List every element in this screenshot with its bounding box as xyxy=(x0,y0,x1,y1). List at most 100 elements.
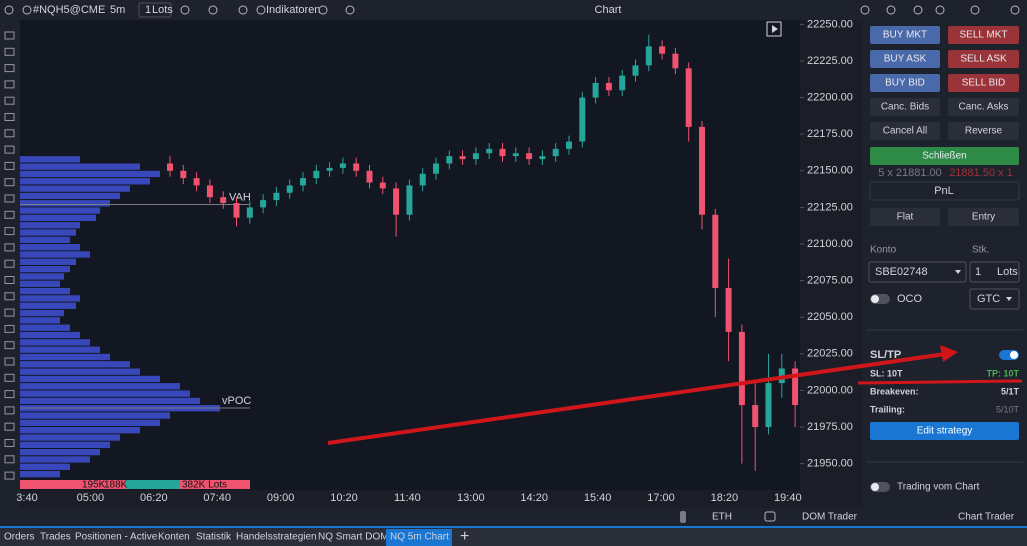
tool-icon[interactable] xyxy=(4,64,15,73)
button[interactable] xyxy=(870,208,940,226)
tool-icon[interactable] xyxy=(4,210,15,219)
pnl: PnL xyxy=(934,185,954,197)
qty: 1 xyxy=(975,266,981,278)
tool-icon[interactable] xyxy=(4,292,15,301)
tool-icon[interactable] xyxy=(4,455,15,464)
tool-icon[interactable] xyxy=(4,390,15,399)
tool-icon[interactable] xyxy=(4,80,15,89)
toolbar-icon[interactable] xyxy=(345,5,355,15)
qty-box[interactable] xyxy=(969,261,1020,283)
candle-body xyxy=(699,126,705,215)
top-toolbar xyxy=(0,0,1027,20)
toolbar-icon[interactable] xyxy=(860,5,870,15)
scroll-button[interactable] xyxy=(766,21,782,37)
x-tick-label: 18:20 xyxy=(711,492,739,504)
tool-icon[interactable] xyxy=(4,439,15,447)
tool-icon[interactable] xyxy=(4,161,15,170)
tool-icon[interactable] xyxy=(4,113,15,121)
x-tick-label: 19:40 xyxy=(774,492,802,504)
edit-button[interactable] xyxy=(870,422,1019,440)
tab[interactable]: Handelsstrategien xyxy=(236,532,317,543)
tool-icon[interactable] xyxy=(4,406,15,415)
sell-button[interactable] xyxy=(948,74,1019,92)
candle-body xyxy=(353,163,360,171)
tool-icon[interactable] xyxy=(4,422,15,431)
toolbar-icon[interactable] xyxy=(256,5,266,15)
button[interactable] xyxy=(870,98,940,116)
y-tick-label: 22050.00 xyxy=(807,311,853,323)
tool-icon[interactable] xyxy=(4,357,15,366)
tool-icon[interactable] xyxy=(4,324,15,333)
toolbar-icon[interactable] xyxy=(208,5,218,15)
profile-bar xyxy=(20,222,80,229)
tool-icon[interactable] xyxy=(4,341,15,350)
candle-body xyxy=(738,331,745,406)
toolbar-icon[interactable] xyxy=(913,5,923,15)
tab[interactable]: Trades xyxy=(40,532,71,543)
tool-icon[interactable] xyxy=(4,145,15,154)
tab[interactable]: Statistik xyxy=(196,532,232,543)
underline xyxy=(857,379,1023,385)
tool-icon[interactable] xyxy=(4,259,15,268)
profile-bar xyxy=(20,375,160,383)
buy-button[interactable] xyxy=(870,50,940,68)
tool-icon[interactable] xyxy=(4,243,15,252)
profile-bar xyxy=(20,368,140,375)
tool-icon[interactable] xyxy=(4,178,15,187)
y-tick-label: 22075.00 xyxy=(807,275,853,287)
tool-icon[interactable] xyxy=(4,96,15,105)
candle-body xyxy=(685,68,692,127)
close-button[interactable] xyxy=(870,147,1019,165)
tool-icon[interactable] xyxy=(4,129,15,138)
arrow-line xyxy=(327,352,946,445)
toolbar-icon[interactable] xyxy=(22,5,32,15)
tool-icon[interactable] xyxy=(4,276,15,284)
buy-button[interactable] xyxy=(870,26,940,44)
tab[interactable]: NQ 5m Chart xyxy=(390,532,449,543)
profile-bar xyxy=(20,170,160,178)
toolbar-icon[interactable] xyxy=(886,5,896,15)
toolbar-icon[interactable] xyxy=(180,5,190,15)
tool-icon[interactable] xyxy=(4,373,15,382)
buy-button[interactable] xyxy=(870,74,940,92)
tool-icon[interactable] xyxy=(4,227,15,236)
toolbar-icon[interactable] xyxy=(238,5,248,15)
button[interactable] xyxy=(948,208,1019,226)
button[interactable] xyxy=(948,122,1019,140)
calendar-icon[interactable] xyxy=(764,511,776,522)
toolbar-icon[interactable] xyxy=(935,5,945,15)
x-tick-label: 05:00 xyxy=(77,492,105,504)
tab[interactable]: Konten xyxy=(158,532,190,543)
tool-icon[interactable] xyxy=(4,47,15,56)
sell-button[interactable] xyxy=(948,50,1019,68)
active-tab[interactable] xyxy=(386,529,452,546)
y-tick-label: 22125.00 xyxy=(807,201,853,213)
candle-body xyxy=(246,207,253,218)
tool-icon[interactable] xyxy=(4,194,15,203)
toolbar-icon[interactable] xyxy=(970,5,980,15)
add-tab[interactable]: + xyxy=(460,528,469,545)
sell-button[interactable] xyxy=(948,26,1019,44)
x-tick-label: 3:40 xyxy=(16,492,37,504)
toolbar-icon[interactable] xyxy=(1010,5,1020,15)
toolbar-icon[interactable] xyxy=(318,5,328,15)
tif-select[interactable] xyxy=(969,288,1020,310)
candle-body xyxy=(433,163,439,174)
tool-icon[interactable] xyxy=(4,471,15,480)
sell-button-label: SELL MKT xyxy=(960,30,1008,41)
lots-box[interactable] xyxy=(138,2,172,18)
toolbar-icon[interactable] xyxy=(4,5,14,15)
tool-icon[interactable] xyxy=(4,31,15,40)
account-select[interactable] xyxy=(868,261,967,283)
sl: SL: 10T xyxy=(870,368,903,378)
button[interactable] xyxy=(870,122,940,140)
tab[interactable]: NQ Smart DOM xyxy=(318,532,389,543)
tab[interactable]: Positionen - Active xyxy=(75,532,158,543)
scrollbar[interactable] xyxy=(680,511,686,523)
tab[interactable]: Orders xyxy=(4,532,35,543)
tool-icon[interactable] xyxy=(4,308,15,317)
candle-body xyxy=(393,188,400,215)
y-tick-label: 22175.00 xyxy=(807,128,853,140)
button[interactable] xyxy=(948,98,1019,116)
